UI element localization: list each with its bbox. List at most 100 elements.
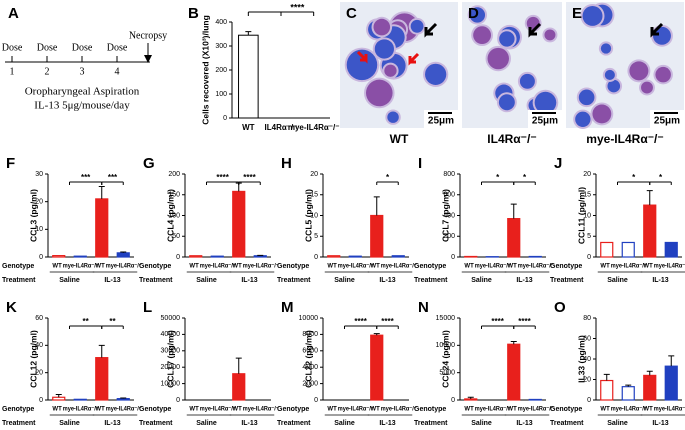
panel-letter: E (572, 5, 582, 22)
y-tick-label: 0 (451, 397, 455, 404)
bar (238, 34, 259, 119)
treatment-heading: Treatment (550, 420, 584, 427)
y-axis-label: CCL11 (pg/ml) (576, 187, 586, 244)
y-tick-label: 200 (443, 233, 455, 240)
y-tick-label: 200 (168, 171, 180, 178)
treatment-label: Saline (334, 420, 355, 427)
bar (73, 398, 87, 401)
treatment-heading: Treatment (139, 420, 173, 427)
y-axis-label: CCL24 (pg/ml) (440, 330, 450, 388)
cell-nucleus (582, 5, 603, 26)
genotype-heading: Genotype (414, 406, 446, 413)
cell-nucleus (592, 104, 612, 124)
treatment-heading: Treatment (2, 420, 36, 427)
y-tick-label: 15000 (436, 315, 456, 322)
treatment-label: IL-13 (516, 277, 532, 284)
bar (664, 365, 678, 401)
treatment-heading: Treatment (277, 277, 311, 284)
y-tick-label: 0 (314, 397, 318, 404)
bar (370, 214, 384, 258)
image-label: WT (390, 132, 409, 146)
genotype-label: WT (600, 407, 610, 413)
scale-box (650, 110, 684, 128)
treatment-heading: Treatment (2, 277, 36, 284)
x-tick-label: WT (242, 123, 255, 132)
image-label: mye-IL4Rα⁻/⁻ (586, 132, 663, 146)
error-bar (510, 341, 517, 345)
y-tick-label: 0 (314, 254, 318, 261)
sig-label: **** (243, 173, 256, 182)
treatment-label: IL-13 (516, 420, 532, 427)
y-tick-label: 5 (314, 233, 318, 240)
y-tick-label: 40 (35, 342, 43, 349)
cell-nucleus (498, 94, 515, 111)
treatment-label: IL-13 (652, 420, 668, 427)
bar (621, 386, 635, 401)
error-bar (646, 190, 653, 206)
genotype-label: WT (507, 264, 517, 270)
cell-nucleus (575, 111, 591, 127)
genotype-heading: Genotype (550, 263, 582, 270)
treatment-label: IL-13 (652, 277, 668, 284)
genotype-label: WT (95, 264, 105, 270)
y-axis-label: CCL5 (pg/ml) (303, 189, 313, 242)
cell-nucleus (473, 26, 492, 45)
cell-nucleus (346, 49, 378, 81)
sig-label: * (632, 173, 636, 182)
sig-label: * (496, 173, 500, 182)
y-tick-label: 30000 (161, 348, 181, 355)
genotype-label: mye-IL4Rα⁻/⁻ (381, 407, 417, 413)
y-axis-label: CCL3 (pg/ml) (28, 189, 38, 242)
y-axis-label: CCL17 (pg/ml) (165, 330, 175, 388)
y-tick-label: 0 (587, 254, 591, 261)
genotype-label: WT (464, 264, 474, 270)
genotype-label: WT (95, 407, 105, 413)
sig-label: **** (491, 317, 504, 326)
bar (664, 241, 678, 258)
bar (95, 198, 109, 258)
cell-nucleus (655, 66, 671, 83)
error-bar (120, 251, 127, 253)
y-axis-label: CCL7 (pg/ml) (440, 189, 450, 242)
sig-label: **** (518, 317, 531, 326)
genotype-label: mye-IL4Rα⁻/⁻ (611, 264, 647, 270)
y-axis-label: Cells recovered (X10³)/lung (200, 15, 210, 125)
genotype-label: WT (370, 407, 380, 413)
error-bar (510, 203, 517, 219)
error-bar (668, 355, 675, 367)
bar (73, 255, 87, 258)
genotype-label: mye-IL4Rα⁻/⁻ (106, 407, 142, 413)
bar (52, 255, 66, 258)
dose-label: Dose (2, 42, 23, 53)
treatment-label: IL-13 (104, 277, 120, 284)
scale-label: 25μm (428, 116, 454, 127)
y-tick-label: 5000 (439, 370, 455, 377)
panel-letter: B (188, 5, 199, 22)
y-tick-label: 20 (310, 171, 318, 178)
genotype-label: mye-IL4Rα⁻/⁻ (200, 407, 236, 413)
panel-letter: G (143, 155, 155, 172)
error-bar (646, 370, 653, 376)
genotype-label: mye-IL4Rα⁻/⁻ (63, 407, 99, 413)
treatment-label: Saline (59, 277, 80, 284)
y-tick-label: 0 (176, 254, 180, 261)
y-tick-label: 300 (215, 43, 227, 50)
genotype-label: mye-IL4Rα⁻/⁻ (63, 264, 99, 270)
genotype-label: mye-IL4Rα⁻/⁻ (611, 407, 647, 413)
y-tick-label: 20 (583, 376, 591, 383)
treatment-label: IL-13 (104, 420, 120, 427)
panel-letter: C (346, 5, 357, 22)
treatment-label: IL-13 (241, 420, 257, 427)
panel-letter: I (418, 155, 422, 172)
necropsy-label: Necropsy (129, 30, 167, 41)
panel-letter: K (6, 299, 17, 316)
treatment-label: IL-13 (379, 420, 395, 427)
genotype-label: WT (464, 407, 474, 413)
cell-nucleus (499, 31, 515, 47)
treatment-label: Saline (196, 277, 217, 284)
error-bar (98, 344, 105, 358)
bar (600, 241, 614, 258)
bar (232, 373, 246, 401)
genotype-label: mye-IL4Rα⁻/⁻ (243, 407, 279, 413)
y-tick-label: 30 (35, 171, 43, 178)
